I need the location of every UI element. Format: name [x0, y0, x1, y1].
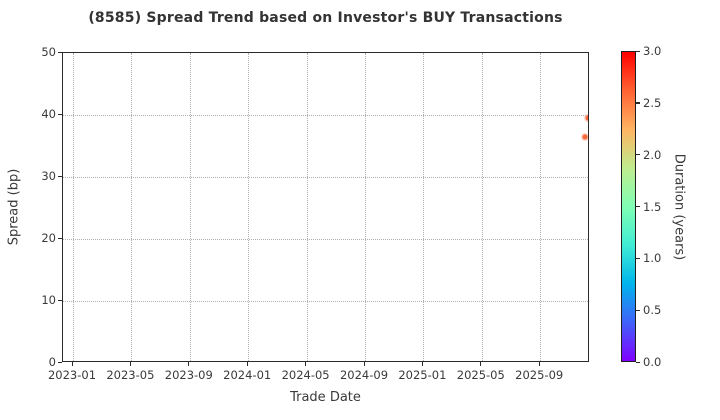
x-tick-label: 2024-09: [339, 368, 389, 382]
y-axis-label: Spread (bp): [6, 168, 22, 246]
x-gridline: [189, 53, 191, 361]
y-gridline: [63, 115, 588, 116]
y-tick-mark: [58, 299, 62, 301]
x-gridline: [540, 53, 542, 361]
colorbar-tick-label: 2.0: [643, 147, 662, 162]
colorbar-tick-label: 1.5: [643, 199, 662, 214]
x-gridline: [248, 53, 250, 361]
y-tick-label: 0: [48, 355, 56, 369]
x-gridline: [365, 53, 366, 361]
y-gridline: [63, 177, 588, 178]
colorbar-tick-label: 2.5: [643, 95, 662, 110]
x-gridline: [131, 53, 133, 361]
x-gridline: [306, 53, 308, 361]
x-gridline: [423, 53, 425, 361]
x-tick-label: 2025-01: [398, 368, 447, 382]
y-gridline: [63, 301, 588, 302]
x-tick-mark: [129, 362, 132, 366]
x-axis-label: Trade Date: [290, 390, 361, 405]
data-point: [582, 134, 588, 140]
colorbar-tick-mark: [636, 361, 640, 363]
colorbar-tick-mark: [636, 50, 640, 52]
colorbar-tick-label: 3.0: [643, 44, 662, 58]
x-tick-label: 2023-09: [164, 368, 213, 382]
colorbar-tick-label: 1.0: [643, 251, 662, 266]
x-tick-label: 2023-01: [47, 368, 97, 382]
x-tick-label: 2024-01: [223, 368, 272, 382]
x-tick-label: 2025-09: [515, 368, 564, 382]
chart-title: (8585) Spread Trend based on Investor's …: [88, 10, 563, 26]
x-tick-label: 2024-05: [281, 368, 330, 382]
x-tick-mark: [71, 362, 73, 366]
y-tick-label: 40: [41, 107, 56, 121]
y-tick-mark: [58, 237, 62, 239]
colorbar-tick-mark: [636, 257, 640, 260]
y-tick-mark: [58, 175, 62, 177]
colorbar-tick-mark: [636, 309, 640, 311]
y-tick-label: 50: [41, 45, 56, 59]
x-tick-label: 2025-05: [456, 368, 505, 382]
y-tick-mark: [58, 51, 62, 53]
colorbar-tick-label: 0.5: [643, 303, 662, 318]
x-tick-mark: [363, 362, 365, 366]
colorbar-label: Duration (years): [671, 153, 687, 261]
colorbar: [621, 51, 636, 362]
x-tick-mark: [538, 362, 540, 366]
colorbar-tick-mark: [636, 206, 640, 208]
plot-area: [62, 52, 589, 362]
x-tick-label: 2023-05: [106, 368, 155, 382]
x-gridline: [73, 53, 74, 361]
y-tick-mark: [58, 113, 62, 115]
data-point: [585, 115, 588, 121]
colorbar-tick-mark: [636, 154, 640, 156]
x-tick-mark: [480, 362, 482, 366]
colorbar-tick-mark: [636, 102, 640, 104]
x-tick-mark: [246, 362, 248, 366]
y-tick-label: 30: [41, 169, 56, 183]
y-tick-mark: [58, 361, 62, 363]
x-tick-mark: [188, 362, 190, 366]
colorbar-tick-label: 0.0: [643, 355, 662, 369]
y-tick-label: 20: [41, 231, 56, 245]
x-tick-mark: [305, 362, 307, 366]
y-tick-label: 10: [41, 293, 56, 307]
x-tick-mark: [421, 362, 424, 366]
y-gridline: [63, 239, 588, 240]
x-gridline: [481, 53, 483, 361]
